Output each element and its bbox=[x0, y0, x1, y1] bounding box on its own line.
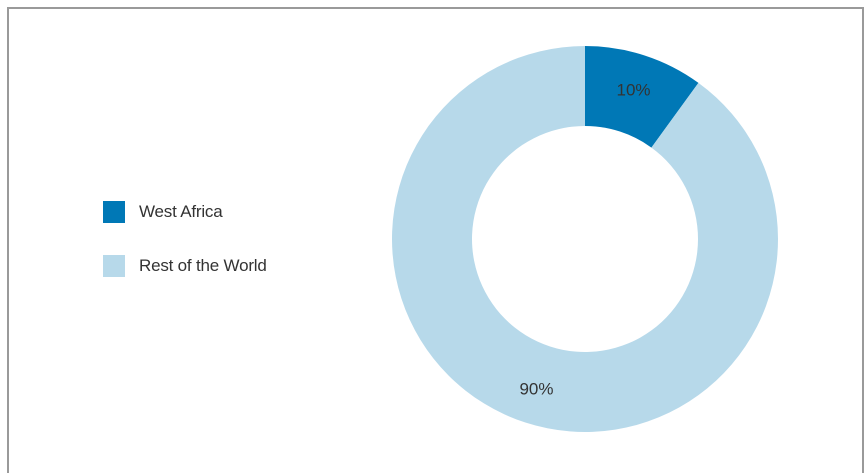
legend-item-rest-of-world: Rest of the World bbox=[103, 254, 267, 278]
slice-label-rest-of-world: 90% bbox=[519, 379, 553, 398]
slice-rest-of-world bbox=[391, 46, 778, 432]
legend-label-west-africa: West Africa bbox=[139, 202, 223, 221]
legend-label-rest-of-world: Rest of the World bbox=[139, 256, 267, 275]
legend-swatch-west-africa bbox=[103, 201, 125, 223]
legend-swatch-rest-of-world bbox=[103, 255, 125, 277]
legend-item-west-africa: West Africa bbox=[103, 200, 267, 224]
slice-west-africa bbox=[585, 46, 699, 148]
chart-frame bbox=[7, 7, 864, 473]
slice-label-west-africa: 10% bbox=[617, 81, 651, 100]
legend: West Africa Rest of the World bbox=[103, 200, 267, 308]
